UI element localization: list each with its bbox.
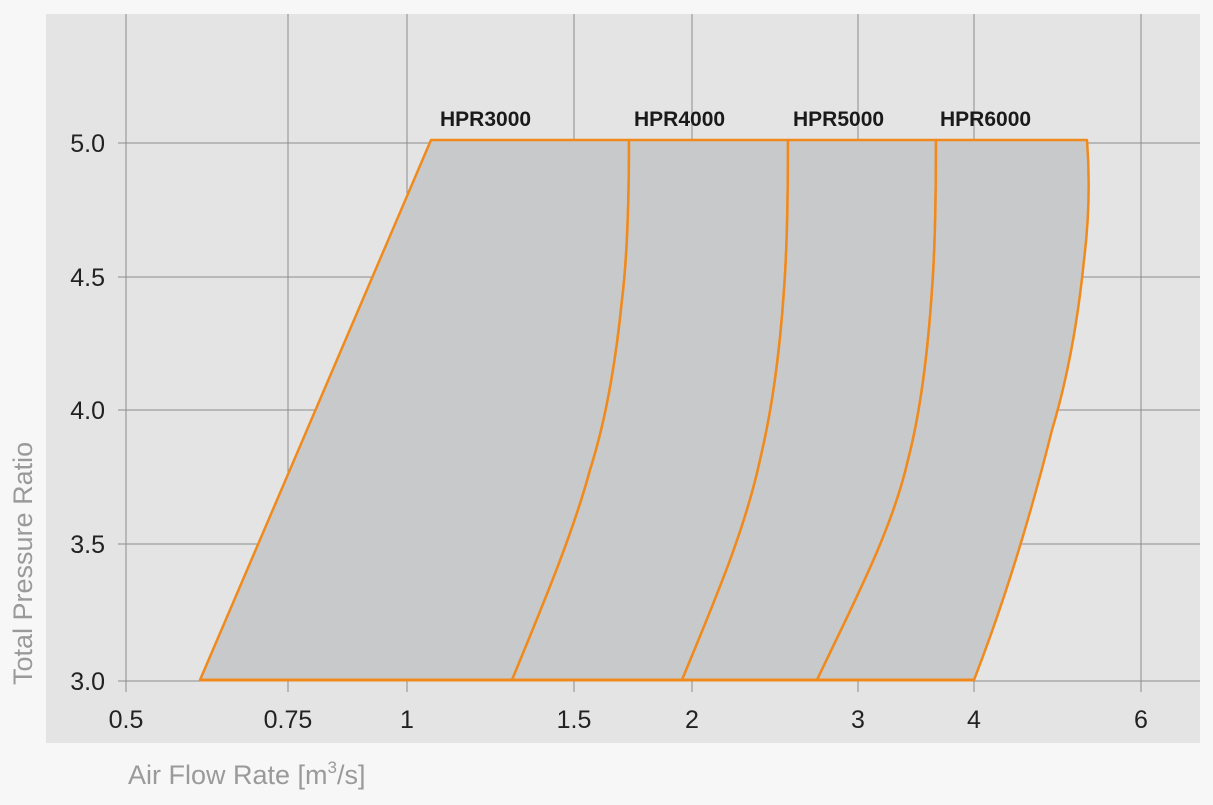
x-tick-label: 3	[851, 706, 865, 734]
x-tick-label: 2	[685, 706, 699, 734]
series-label-hpr5000: HPR5000	[793, 108, 884, 131]
x-axis-title: Air Flow Rate [m3/s]	[128, 758, 366, 790]
y-tick-label: 5.0	[70, 130, 105, 158]
series-label-hpr4000: HPR4000	[634, 108, 725, 131]
x-tick-label: 1.5	[557, 706, 592, 734]
x-tick-marks	[125, 681, 1142, 692]
y-tick-label: 4.0	[70, 397, 105, 425]
x-tick-label: 0.5	[109, 706, 144, 734]
x-tick-label: 4	[967, 706, 981, 734]
x-axis-title-suffix: /s]	[337, 760, 366, 790]
y-tick-label: 3.5	[70, 531, 105, 559]
y-tick-label: 4.5	[70, 264, 105, 292]
x-axis-title-superscript: 3	[328, 758, 337, 777]
operating-regions	[198, 138, 1090, 682]
series-label-hpr3000: HPR3000	[440, 108, 531, 131]
y-axis-title: Total Pressure Ratio	[8, 442, 38, 685]
x-tick-label: 1	[400, 706, 414, 734]
y-tick-label: 3.0	[70, 668, 105, 696]
x-tick-label: 0.75	[264, 706, 313, 734]
series-label-hpr6000: HPR6000	[940, 108, 1031, 131]
x-tick-label: 6	[1134, 706, 1148, 734]
x-axis-title-prefix: Air Flow Rate [m	[128, 760, 328, 790]
region-hpr6000	[815, 138, 1090, 682]
